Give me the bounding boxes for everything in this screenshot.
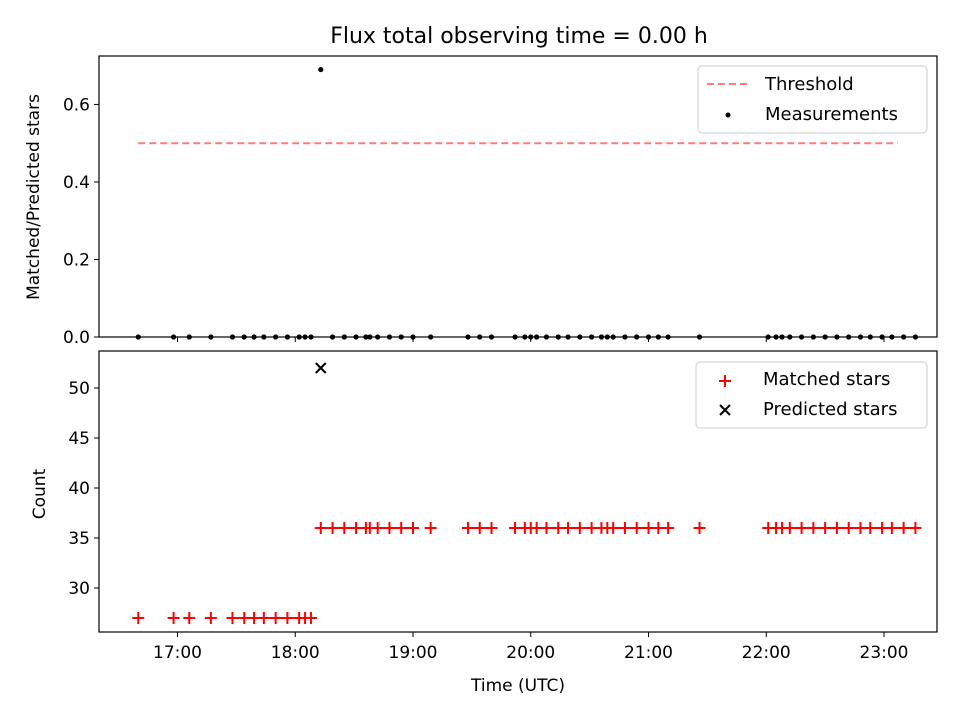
top-panel: 0.0 0.2 0.4 0.6 Matched/Predicted stars Thr… xyxy=(24,55,938,348)
top-axes-frame xyxy=(98,55,938,338)
x-tick-label: 17:00 xyxy=(153,643,202,663)
predicted-star-point xyxy=(315,362,327,374)
bottom-panel: 30 35 40 45 50 17:00 18:00 19:00 20:00 21:00 22:0… xyxy=(30,350,938,696)
matched-star-point xyxy=(485,522,498,534)
matched-star-point xyxy=(407,522,420,534)
matched-star-point xyxy=(562,522,575,534)
bottom-plot-area xyxy=(132,362,922,624)
matched-star-point xyxy=(257,612,270,624)
bottom-y-tick-label: 30 xyxy=(68,579,90,599)
bottom-y-axis: 30 35 40 45 50 xyxy=(68,379,99,599)
matched-star-point xyxy=(630,522,643,534)
matched-star-point xyxy=(909,522,922,534)
matched-star-point xyxy=(269,612,282,624)
matched-star-point xyxy=(326,522,339,534)
matched-star-point xyxy=(897,522,910,534)
x-tick-label: 23:00 xyxy=(860,643,909,663)
matched-star-point xyxy=(473,522,486,534)
matched-star-point xyxy=(693,522,706,534)
x-tick-label: 22:00 xyxy=(742,643,791,663)
matched-star-point xyxy=(842,522,855,534)
bottom-y-axis-label: Count xyxy=(30,468,50,519)
top-y-tick-label: 0.4 xyxy=(63,173,90,193)
measurements-legend-marker xyxy=(725,112,731,118)
x-tick-label: 18:00 xyxy=(271,643,320,663)
chart-title: Flux total observing time = 0.00 h xyxy=(330,24,708,49)
bottom-legend-box xyxy=(695,361,928,429)
top-y-tick-label: 0.6 xyxy=(63,95,90,115)
matched-star-point xyxy=(540,522,553,534)
matched-star-point xyxy=(618,522,631,534)
matched-star-point xyxy=(424,522,437,534)
legend-entry-measurements: Measurements xyxy=(765,104,898,125)
legend-entry-predicted-stars: Predicted stars xyxy=(763,399,897,420)
matched-star-point xyxy=(314,522,327,534)
top-y-axis: 0.0 0.2 0.4 0.6 xyxy=(63,95,99,348)
top-y-tick-label: 0.2 xyxy=(63,250,90,270)
bottom-axes-frame xyxy=(98,350,938,633)
matched-star-point xyxy=(461,522,474,534)
matched-star-point xyxy=(226,612,239,624)
matched-star-point xyxy=(783,522,796,534)
x-tick-label: 21:00 xyxy=(624,643,673,663)
legend-entry-threshold: Threshold xyxy=(764,74,854,95)
top-legend: Threshold Measurements xyxy=(697,65,928,134)
matched-star-point xyxy=(607,522,620,534)
matched-star-point xyxy=(371,522,384,534)
bottom-y-tick-label: 50 xyxy=(68,379,90,399)
matched-star-point xyxy=(662,522,675,534)
matched-star-point xyxy=(383,522,396,534)
top-y-axis-label: Matched/Predicted stars xyxy=(24,94,44,300)
bottom-x-axis: 17:00 18:00 19:00 20:00 21:00 22:00 23:00 xyxy=(153,632,909,663)
matched-star-point xyxy=(132,612,145,624)
x-tick-label: 20:00 xyxy=(506,643,555,663)
matched-star-point xyxy=(864,522,877,534)
predicted-stars-legend-marker xyxy=(719,404,731,416)
matched-star-point xyxy=(819,522,832,534)
top-y-tick-label: 0.0 xyxy=(63,328,90,348)
matched-star-point xyxy=(807,522,820,534)
legend-entry-matched-stars: Matched stars xyxy=(763,369,890,390)
bottom-y-tick-label: 45 xyxy=(68,429,90,449)
top-x-ticks xyxy=(177,337,885,342)
x-axis-label: Time (UTC) xyxy=(470,676,565,696)
matched-star-point xyxy=(395,522,408,534)
matched-star-point xyxy=(795,522,808,534)
measurement-point xyxy=(318,66,324,73)
matched-star-point xyxy=(304,612,317,624)
matched-star-point xyxy=(573,522,586,534)
matched-star-point xyxy=(885,522,898,534)
x-tick-label: 19:00 xyxy=(389,643,438,663)
bottom-y-tick-label: 40 xyxy=(68,479,90,499)
matched-stars-legend-marker xyxy=(719,375,731,387)
matched-star-point xyxy=(338,522,351,534)
bottom-legend: Matched stars Predicted stars xyxy=(695,361,928,429)
matched-star-point xyxy=(204,612,217,624)
top-legend-box xyxy=(697,65,928,134)
matched-star-point xyxy=(281,612,294,624)
matched-star-point xyxy=(830,522,843,534)
bottom-y-tick-label: 35 xyxy=(68,529,90,549)
matched-star-point xyxy=(183,612,196,624)
matched-star-point xyxy=(167,612,180,624)
